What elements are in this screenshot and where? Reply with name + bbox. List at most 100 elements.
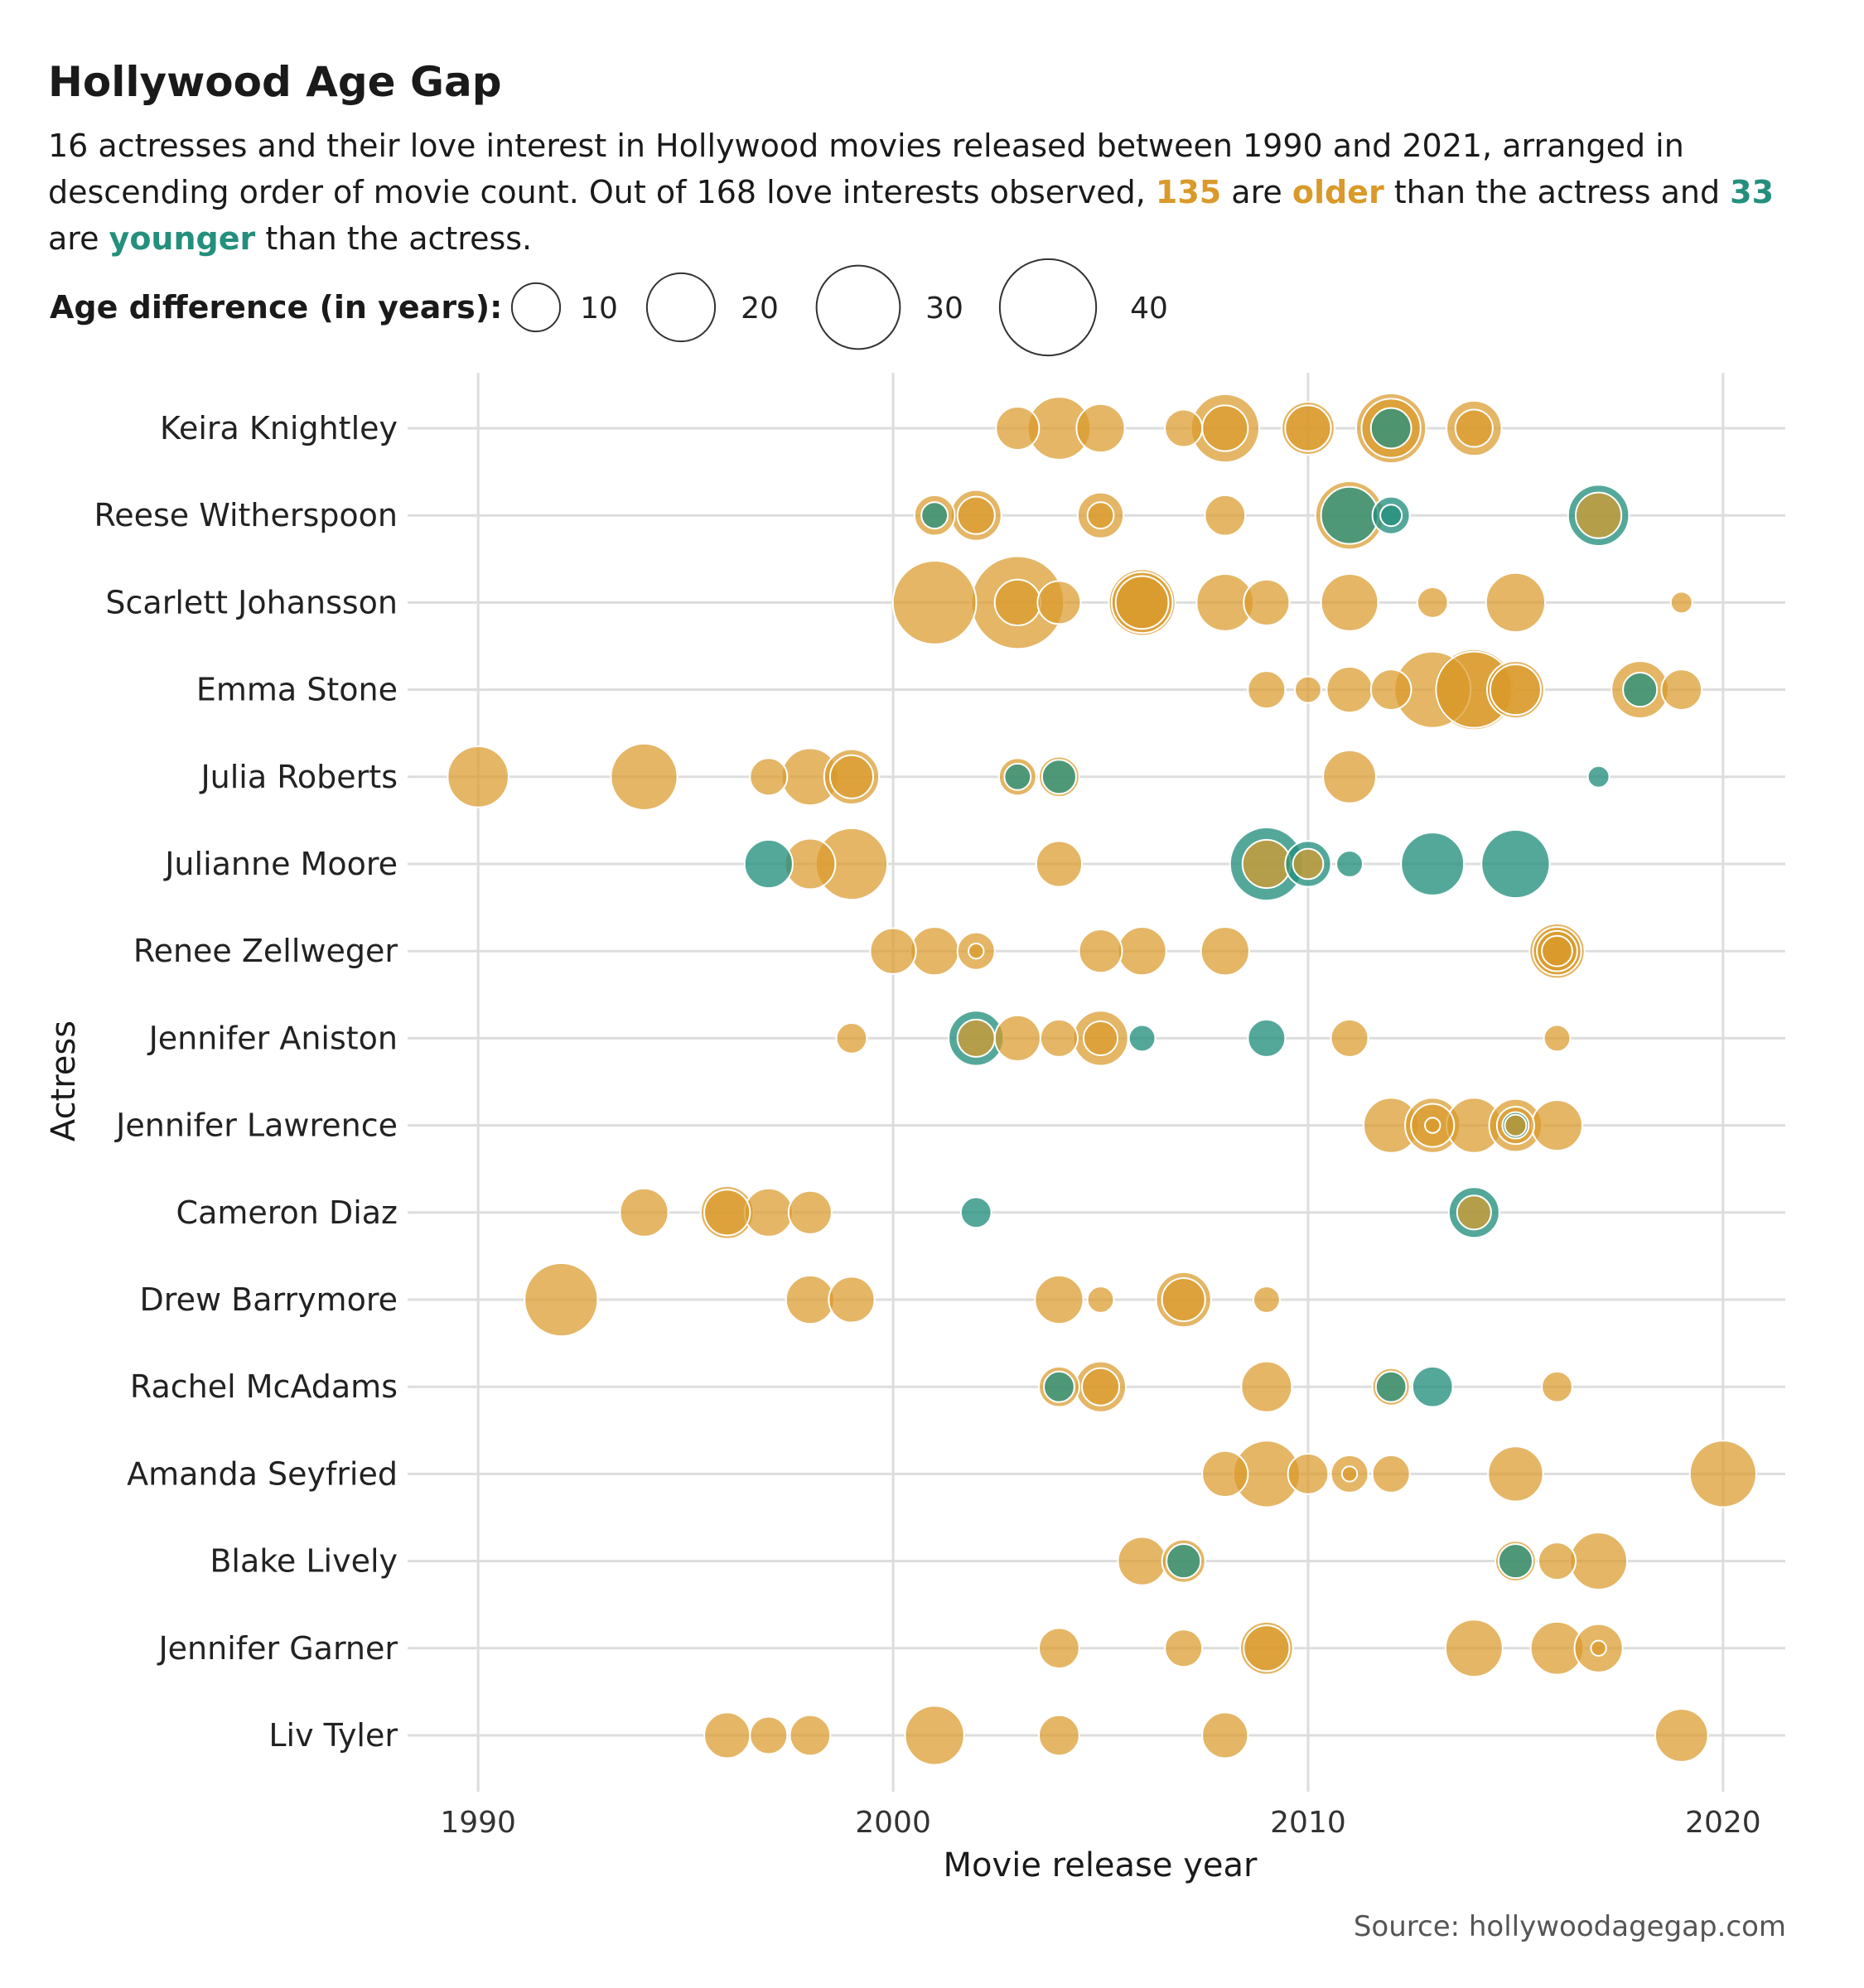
y-tick-label-reese-witherspoon: Reese Witherspoon [94,497,398,533]
y-tick-label-jennifer-lawrence: Jennifer Lawrence [114,1107,398,1144]
bubble-cameron-diaz-1997-3 [743,1187,794,1238]
y-tick-label-jennifer-aniston: Jennifer Aniston [147,1020,398,1056]
bubble-julianne-moore-1997-5 [743,838,794,890]
bubble-keira-knightley-2003-9 [995,405,1041,451]
bubble-jennifer-aniston-2009-5 [1247,1018,1287,1058]
bubble-cameron-diaz-2002-7 [959,1196,992,1229]
bubble-keira-knightley-2012-10 [1369,407,1412,450]
legend-circle-30 [815,264,901,350]
bubble-cameron-diaz-1996-4 [703,1189,751,1237]
bubble-emma-stone-2015-5 [1489,663,1542,717]
bubble-keira-knightley-2010-8 [1284,404,1332,452]
bubble-cameron-diaz-2014-6 [1456,1194,1492,1231]
legend-label-10: 10 [580,292,618,326]
source-note: Source: hollywoodagegap.com [1353,1910,1786,1943]
bubble-jennifer-garner-2009-4 [1243,1624,1291,1672]
x-tick-label-2010: 2010 [1270,1806,1346,1840]
bubble-scarlett-johansson-2009-9 [1243,578,1291,627]
y-tick-label-cameron-diaz: Cameron Diaz [176,1194,398,1231]
bubble-liv-tyler-2001-0 [904,1705,965,1766]
bubble-liv-tyler-1996-2 [703,1711,751,1759]
bubble-julianne-moore-2010-9 [1292,847,1325,881]
bubble-jennifer-garner-2004-5 [1038,1627,1080,1670]
bubble-julia-roberts-1999-5 [828,754,874,799]
legend-circle-20 [645,272,717,343]
x-tick-label-2020: 2020 [1685,1806,1761,1840]
bubble-emma-stone-2010-11 [1294,675,1322,704]
bubble-keira-knightley-2008-7 [1201,404,1249,452]
bubble-scarlett-johansson-2011-6 [1320,572,1379,632]
younger-label: younger [109,220,256,257]
bubble-julianne-moore-2009-6 [1241,838,1292,890]
bubble-jennifer-lawrence-2013-9 [1424,1117,1441,1134]
bubble-drew-barrymore-1999-4 [828,1276,876,1324]
x-tick-label-2000: 2000 [855,1806,931,1840]
bubble-cameron-diaz-1998-5 [787,1189,833,1235]
bubble-julianne-moore-2011-10 [1335,850,1364,878]
bubble-reese-witherspoon-2005-11 [1086,501,1115,530]
legend-title: Age difference (in years): [50,289,502,326]
bubble-drew-barrymore-2005-6 [1086,1286,1115,1314]
bubble-jennifer-garner-2014-0 [1444,1619,1504,1678]
bubble-jennifer-aniston-2002-3 [956,1018,996,1058]
bubble-scarlett-johansson-2019-12 [1669,591,1693,615]
size-legend: Age difference (in years): 10 20 30 40 [50,258,1168,357]
y-tick-label-scarlett-johansson: Scarlett Johansson [105,584,398,620]
bubble-reese-witherspoon-2002-8 [956,495,996,535]
bubble-scarlett-johansson-2006-7 [1114,575,1170,630]
y-tick-label-julianne-moore: Julianne Moore [163,846,398,882]
chart-title: Hollywood Age Gap [48,58,502,106]
bubble-julia-roberts-2011-4 [1322,749,1377,804]
bubble-julianne-moore-2015-2 [1480,828,1551,900]
bubble-julia-roberts-1994-0 [610,742,678,811]
bubble-amanda-seyfried-2008-3 [1201,1450,1249,1498]
y-axis-label: Actress [45,1021,83,1141]
bubble-drew-barrymore-2007-5 [1161,1276,1206,1323]
bubble-reese-witherspoon-2017-5 [1574,491,1623,539]
x-axis-label: Movie release year [944,1846,1258,1884]
bubble-scarlett-johansson-2001-1 [891,560,978,645]
bubble-blake-lively-2006-1 [1117,1536,1167,1586]
bubble-rachel-mcadams-2005-4 [1080,1367,1121,1407]
bubble-julia-roberts-1997-7 [749,757,789,797]
bubble-jennifer-aniston-1999-8 [835,1022,868,1054]
bubble-renee-zellweger-2005-6 [1078,929,1123,974]
bubble-renee-zellweger-2016-9 [1541,934,1573,967]
bubble-reese-witherspoon-2012-12 [1379,504,1403,528]
bubble-emma-stone-2009-9 [1247,670,1287,710]
bubble-jennifer-lawrence-2015-8 [1504,1113,1528,1137]
bubble-amanda-seyfried-2010-4 [1287,1453,1330,1495]
y-tick-label-julia-roberts: Julia Roberts [199,759,398,795]
bubble-rachel-mcadams-2016-8 [1541,1370,1573,1403]
bubble-scarlett-johansson-2004-10 [1036,580,1082,625]
bubble-keira-knightley-2014-12 [1454,408,1494,448]
bubble-jennifer-aniston-2003-2 [993,1014,1041,1063]
bubble-julia-roberts-1990-1 [447,746,509,808]
bubble-chart: Age difference (in years): 10 20 30 40 Keir… [45,258,1785,1884]
bubble-jennifer-garner-2007-6 [1164,1629,1204,1668]
y-tick-label-blake-lively: Blake Lively [210,1543,398,1580]
y-tick-label-emma-stone: Emma Stone [196,672,398,708]
bubble-renee-zellweger-2002-10 [968,943,985,960]
x-axis: 1990 2000 2010 2020 [440,1806,1760,1840]
bubble-rachel-mcadams-2013-3 [1411,1365,1454,1408]
bubble-liv-tyler-1998-4 [789,1714,832,1757]
bubble-julia-roberts-2017-11 [1586,765,1610,789]
older-count: 135 [1155,174,1222,210]
bubble-blake-lively-2016-4 [1537,1542,1577,1581]
y-tick-label-jennifer-garner: Jennifer Garner [157,1630,398,1667]
bubble-renee-zellweger-2006-2 [1117,926,1167,977]
bubble-amanda-seyfried-2020-1 [1688,1440,1757,1508]
bubble-liv-tyler-2008-3 [1201,1711,1249,1759]
bubble-liv-tyler-2019-1 [1654,1708,1709,1763]
bubble-drew-barrymore-2004-3 [1034,1274,1084,1325]
bubble-jennifer-aniston-2004-4 [1039,1018,1079,1058]
bubble-jennifer-garner-2017-7 [1590,1639,1607,1657]
y-tick-label-drew-barrymore: Drew Barrymore [140,1281,398,1318]
bubble-jennifer-aniston-2016-10 [1543,1024,1572,1053]
y-tick-label-keira-knightley: Keira Knightley [160,410,398,446]
bubble-julia-roberts-2003-10 [1003,762,1032,791]
bubble-drew-barrymore-1998-2 [785,1274,835,1325]
bubble-blake-lively-2015-6 [1497,1543,1533,1580]
bubble-julia-roberts-2004-9 [1041,759,1077,795]
